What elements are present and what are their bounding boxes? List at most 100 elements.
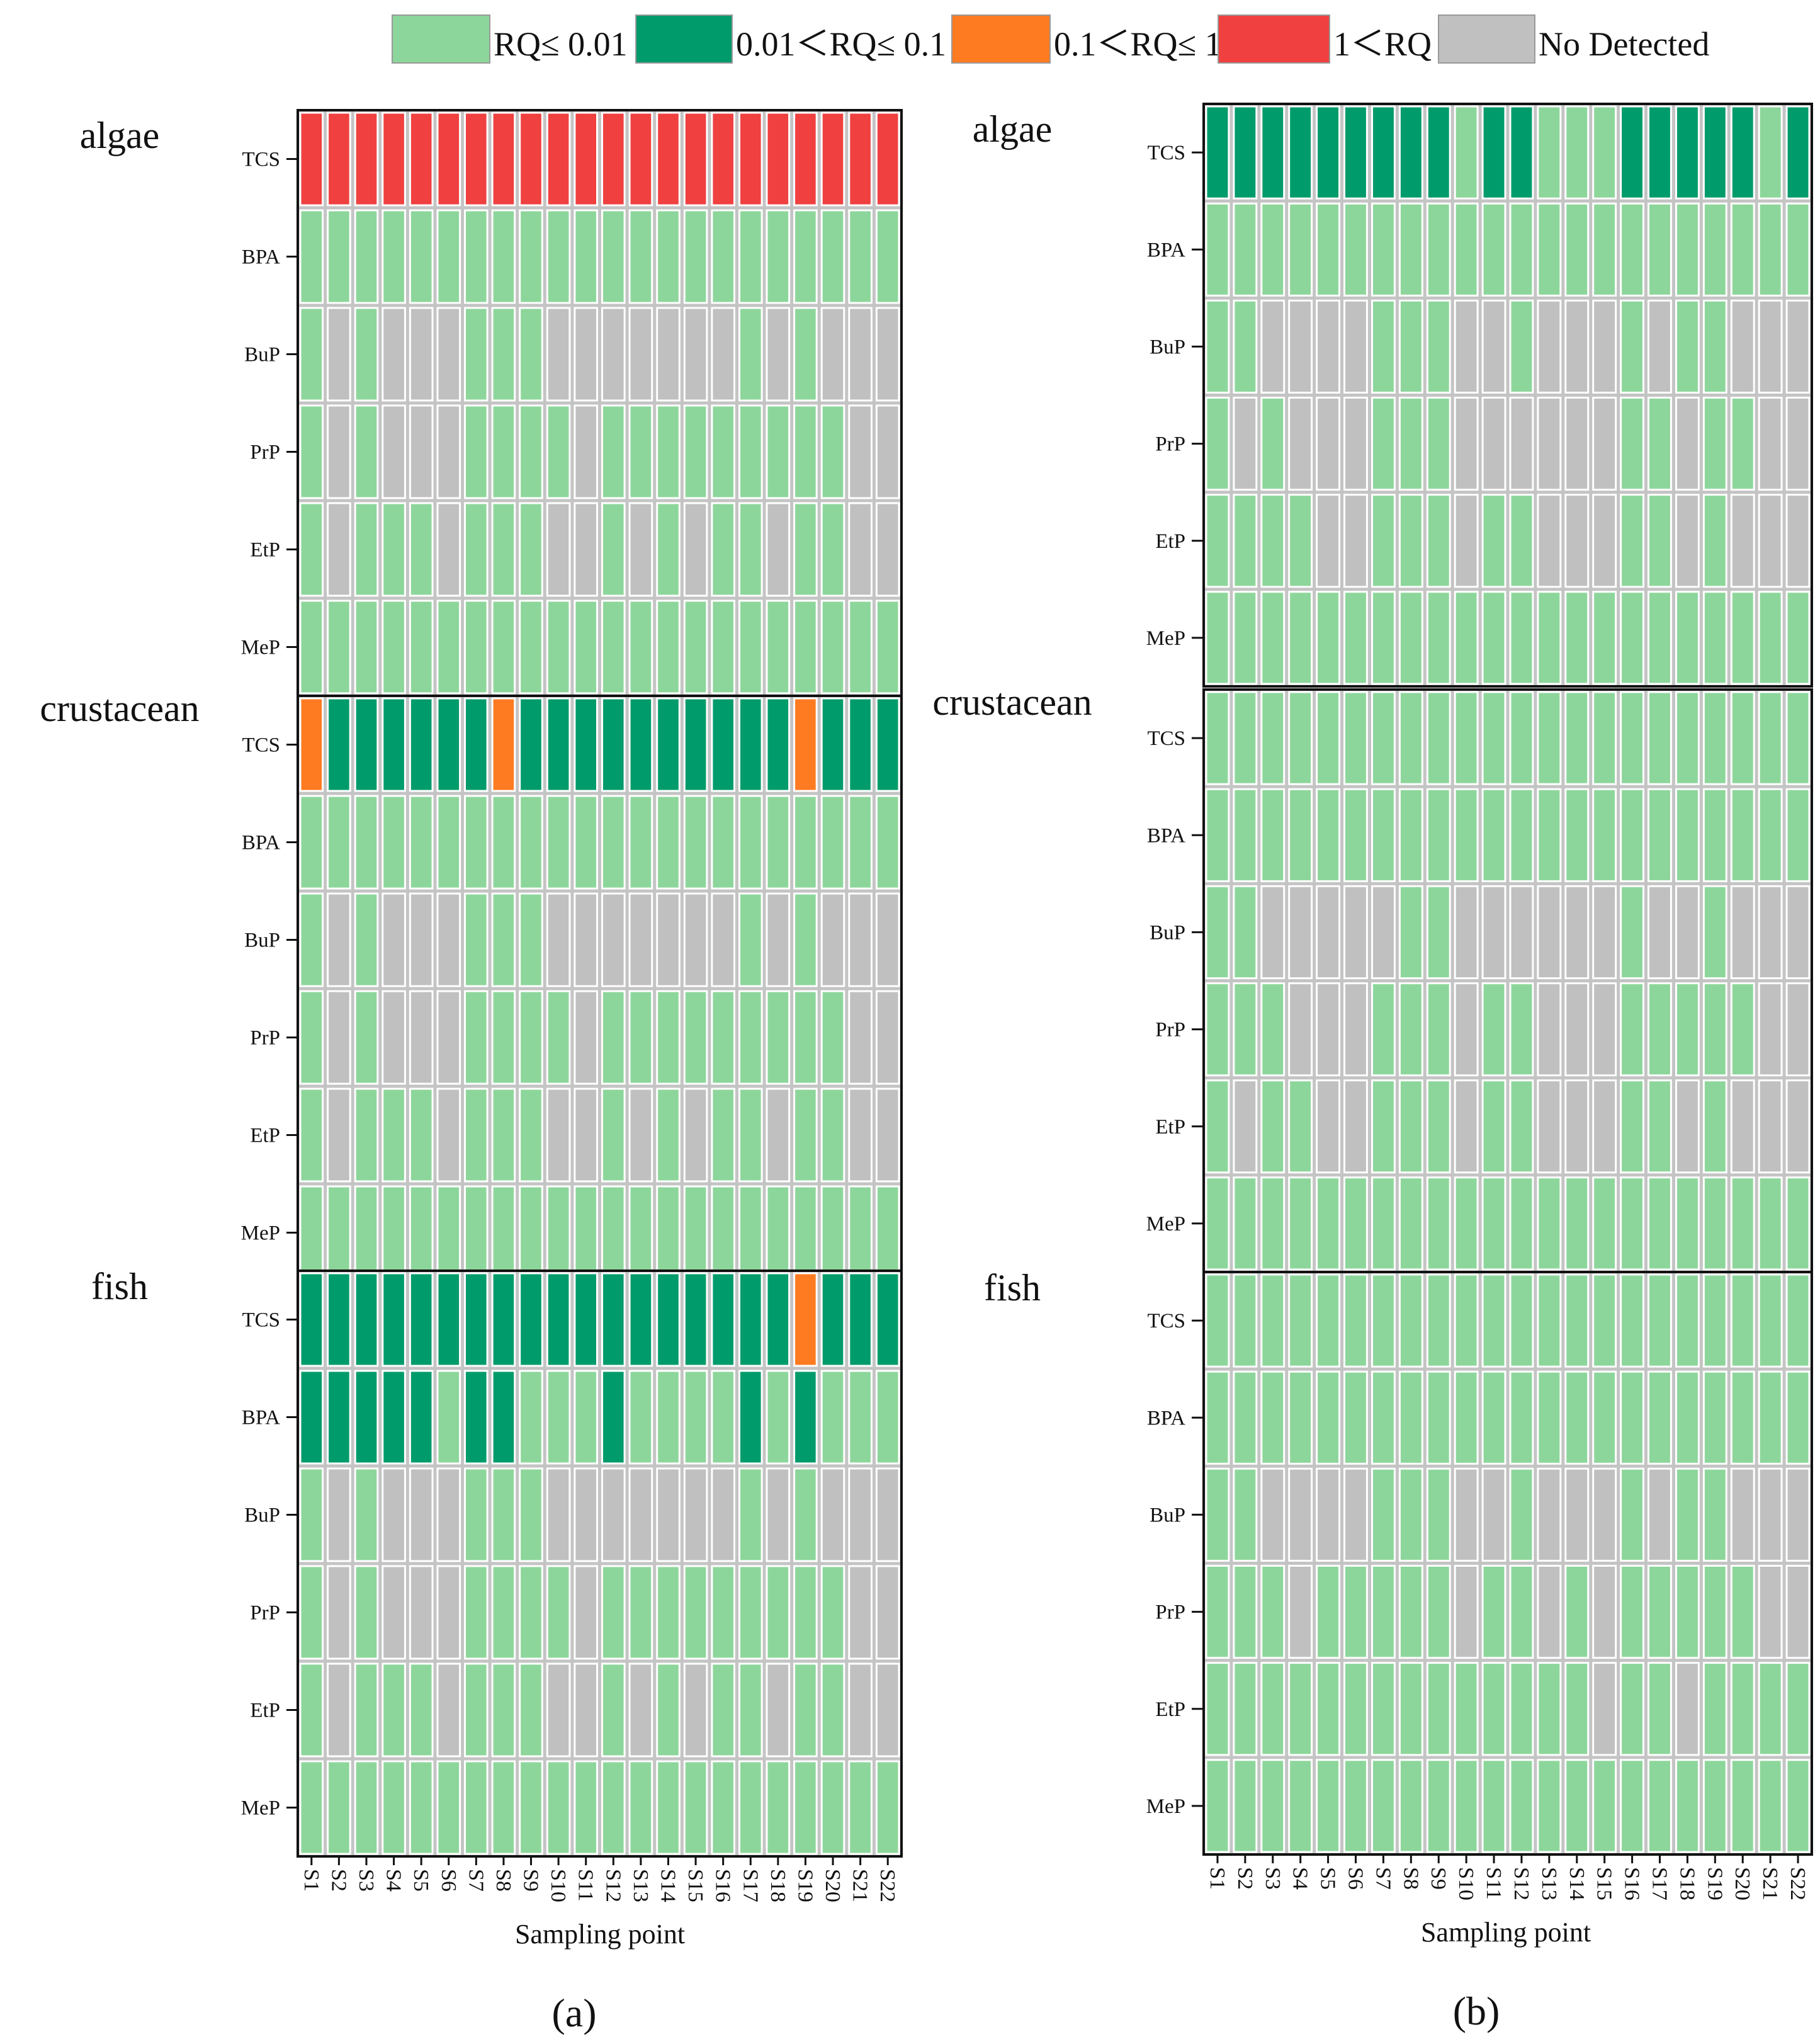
grid-background <box>1204 1272 1812 1854</box>
heatmap-cell <box>766 990 791 1085</box>
heatmap-cell <box>628 1272 653 1367</box>
heatmap-cell <box>1398 788 1423 882</box>
y-tick-label: MeP <box>1146 1213 1185 1235</box>
heatmap-cell <box>1730 885 1755 980</box>
heatmap-cell <box>409 404 434 499</box>
heatmap-block-algae: TCS BPA BuP PrP EtP MeP algae <box>973 103 1813 688</box>
heatmap-cell <box>1537 1273 1562 1368</box>
heatmap-cell <box>1592 1565 1617 1659</box>
heatmap-cell <box>1564 1759 1590 1853</box>
heatmap-cell <box>766 1467 791 1562</box>
heatmap-cell <box>1675 1176 1700 1271</box>
heatmap-cell <box>1702 1759 1727 1853</box>
heatmap-cell <box>711 1272 736 1367</box>
heatmap-cell <box>491 795 516 890</box>
heatmap-cell <box>382 1370 406 1465</box>
heatmap-cell <box>1620 885 1645 980</box>
x-tick-label: S1 <box>1206 1867 1229 1890</box>
heatmap-cell <box>1758 1370 1783 1465</box>
heatmap-cell <box>519 1088 543 1183</box>
heatmap-cell <box>519 599 543 695</box>
heatmap-cell <box>1730 1565 1755 1659</box>
heatmap-cell <box>1758 1079 1783 1174</box>
heatmap-cell <box>1260 591 1286 685</box>
heatmap-cell <box>656 1272 681 1367</box>
heatmap-cell <box>354 404 379 499</box>
legend: RQ≤ 0.01 0.01＜RQ≤ 0.1 0.1＜RQ≤ 1 1＜RQ No Dete… <box>392 14 1709 64</box>
heatmap-cell <box>519 892 543 987</box>
heatmap-cell <box>382 404 406 499</box>
heatmap-cell <box>1702 1176 1727 1271</box>
heatmap-cell <box>574 795 599 890</box>
legend-label: 0.01＜RQ≤ 0.1 <box>736 25 946 63</box>
heatmap-cell <box>491 1565 516 1660</box>
heatmap-cell <box>1758 494 1783 588</box>
heatmap-block-crustacean: TCS BPA BuP PrP EtP MeP crustacean <box>932 681 1813 1273</box>
heatmap-cell <box>574 1272 599 1367</box>
heatmap-cell <box>382 697 406 792</box>
heatmap-cell <box>1702 202 1727 297</box>
heatmap-cell <box>1398 1273 1423 1368</box>
heatmap-cell <box>1785 1370 1811 1465</box>
heatmap-cell <box>436 404 461 499</box>
heatmap-cell <box>601 1760 626 1855</box>
heatmap-cell <box>436 795 461 890</box>
heatmap-cell <box>1702 1565 1727 1659</box>
heatmap-cell <box>491 1760 516 1855</box>
heatmap-cell <box>382 1662 406 1758</box>
heatmap-cell <box>1620 1176 1645 1271</box>
heatmap-cell <box>711 892 736 987</box>
block-frame <box>1202 103 1813 688</box>
heatmap-cell <box>1702 691 1727 785</box>
heatmap-cell <box>1785 982 1811 1077</box>
heatmap-cell <box>436 599 461 695</box>
heatmap-cell <box>354 599 379 695</box>
heatmap-cell <box>1785 691 1811 785</box>
heatmap-cell <box>1537 982 1562 1077</box>
heatmap-cell <box>519 990 543 1085</box>
heatmap-cell <box>1205 494 1230 588</box>
heatmap-cell <box>628 307 653 402</box>
heatmap-cell <box>738 1565 763 1660</box>
heatmap-cell <box>766 1370 791 1465</box>
heatmap-cell <box>1785 591 1811 685</box>
heatmap-cell <box>299 404 324 499</box>
heatmap-cell <box>1260 982 1286 1077</box>
heatmap-cell <box>766 502 791 597</box>
heatmap-cell <box>1233 1467 1258 1562</box>
heatmap-cell <box>848 404 873 499</box>
heatmap-cell <box>1564 1370 1590 1465</box>
heatmap-cell <box>1371 591 1396 685</box>
heatmap-cell <box>1260 1273 1286 1368</box>
heatmap-cell <box>327 1370 351 1465</box>
legend-swatch-N <box>1438 14 1535 64</box>
heatmap-cell <box>628 1370 653 1465</box>
heatmap-cell <box>1537 1176 1562 1271</box>
heatmap-cell <box>601 1565 626 1660</box>
x-tick-label: S5 <box>409 1869 432 1892</box>
heatmap-cell <box>354 307 379 402</box>
heatmap-cell <box>1398 105 1423 200</box>
heatmap-cell <box>491 307 516 402</box>
heatmap-cell <box>574 1370 599 1465</box>
heatmap-cell <box>1785 1565 1811 1659</box>
heatmap-cell <box>574 892 599 987</box>
heatmap-cell <box>327 697 351 792</box>
heatmap-cell <box>848 502 873 597</box>
heatmap-cell <box>1481 105 1506 200</box>
heatmap-cell <box>1454 1370 1479 1465</box>
heatmap-cell <box>766 1185 791 1280</box>
heatmap-cell <box>327 1272 351 1367</box>
heatmap-cell <box>1398 691 1423 785</box>
heatmap-cell <box>1509 1273 1534 1368</box>
heatmap-cell <box>1205 1273 1230 1368</box>
heatmap-cell <box>875 1185 900 1280</box>
heatmap-cell <box>683 1370 708 1465</box>
heatmap-cell <box>409 1185 434 1280</box>
heatmap-cell <box>1564 1662 1590 1756</box>
heatmap-cell <box>848 599 873 695</box>
heatmap-cell <box>1288 1370 1313 1465</box>
heatmap-cell <box>546 1370 571 1465</box>
x-tick-label: S10 <box>546 1869 570 1902</box>
heatmap-cell <box>354 892 379 987</box>
